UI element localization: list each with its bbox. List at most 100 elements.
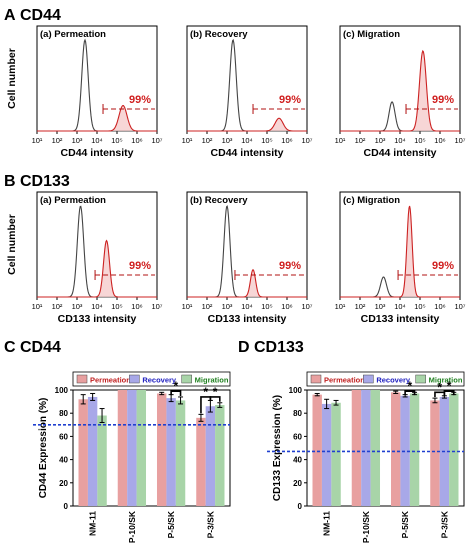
hist-xtick-label-A-c-6: 10⁷ [454,136,465,145]
bar-C-2-1 [166,398,176,506]
section-d-title: CD133 [254,339,304,356]
bar-sig-bracket-D-0 [404,390,416,396]
charts-layer: (a) Permeation 10¹ 10² 10³ 10⁴ 10⁵ 10⁶ 10⁷ CD44 … [6,25,466,543]
bar-sig-label-C-0: * [173,379,178,393]
hist-xtick-label-A-c-0: 10¹ [335,136,346,145]
hist-xtick-label-B-c-2: 10³ [375,302,386,311]
bar-category-label-D-0: NM-11 [322,511,332,536]
bar-ytick-label-D-1: 20 [293,479,302,488]
bar-legend-swatch-D-2 [415,374,426,384]
hist-curve-A-c-1 [340,49,460,132]
bar-category-label-D-1: P-10/SK [361,510,371,543]
hist-frame-B-a [36,191,158,298]
section-b-title: CD133 [20,173,70,190]
hist-fill-A-b-1 [187,118,307,131]
bar-D-2-2 [409,393,420,506]
bar-D-1-0 [351,390,362,506]
hist-gate-label-B-b: 99% [279,260,301,272]
bar-sig-bracket-C-0 [170,390,182,396]
hist-xtick-label-B-b-5: 10⁶ [281,302,292,311]
bar-C-2-0 [156,393,167,506]
hist-xtick-label-A-c-3: 10⁴ [394,136,406,145]
bar-C-0-2 [97,415,107,506]
bar-C-3-2 [215,405,225,506]
bar-C-3-1 [205,406,216,506]
hist-ylabel-A-a: Cell number [6,48,18,109]
bar-category-label-C-2: P-5/SK [166,510,176,538]
bar-ytick-label-C-0: 0 [64,502,69,511]
hist-xlabel-B-b: CD133 intensity [208,313,287,325]
hist-title-B-b: (b) Recovery [190,195,248,206]
section-b-letter: B [4,173,16,190]
hist-fill-A-c-1 [340,51,460,131]
bar-sig-bracket-C-2 [209,396,221,402]
section-c-letter: C [4,339,16,356]
hist-title-B-c: (c) Migration [343,195,400,206]
bar-C-1-0 [117,390,128,506]
hist-xlabel-A-c: CD44 intensity [364,147,437,159]
hist-xlabel-B-c: CD133 intensity [361,313,440,325]
section-a-letter: A [4,7,16,24]
hist-xtick-label-A-c-5: 10⁶ [434,136,445,145]
bar-ytick-label-D-0: 0 [298,502,303,511]
hist-xtick-label-B-a-4: 10⁵ [111,302,122,311]
hist-xlabel-A-a: CD44 intensity [61,147,134,159]
bar-legend-label-D-2: Migration [429,376,463,385]
hist-xtick-label-A-a-2: 10³ [72,136,83,145]
bar-ytick-label-C-3: 60 [59,432,68,441]
bar-D-0-0 [312,394,322,506]
bar-category-label-D-2: P-5/SK [400,510,410,538]
bar-legend-label-D-1: Recovery [376,376,411,385]
bar-ylabel-D: CD133 Expression (%) [272,395,283,501]
hist-curve-B-a-0 [37,205,157,298]
hist-xtick-label-A-c-4: 10⁵ [414,136,425,145]
section-d-letter: D [238,339,250,356]
bar-legend-swatch-C-1 [129,374,140,384]
bar-legend-swatch-C-0 [76,374,88,384]
bar-legend-label-C-2: Migration [195,376,229,385]
hist-gate-label-B-c: 99% [432,260,454,272]
hist-curve-A-a-1 [37,105,157,132]
hist-gate-label-A-c: 99% [432,94,454,106]
bar-C-2-2 [175,400,186,506]
bar-ytick-label-D-5: 100 [289,386,303,395]
bar-category-label-C-1: P-10/SK [127,510,137,543]
bar-category-label-C-0: NM-11 [88,511,98,536]
hist-curve-B-b-0 [187,205,307,298]
bar-C-3-0 [196,417,206,506]
hist-xtick-label-B-b-4: 10⁵ [261,302,272,311]
hist-xtick-label-B-b-3: 10⁴ [241,302,253,311]
hist-xlabel-B-a: CD133 intensity [58,313,137,325]
bar-ytick-label-C-2: 40 [59,456,68,465]
hist-xtick-label-B-a-2: 10³ [72,302,83,311]
bar-plot-frame-D [306,389,465,507]
bar-D-3-2 [449,393,459,506]
hist-xtick-label-B-a-6: 10⁷ [151,302,162,311]
hist-fill-A-a-1 [37,105,157,131]
bar-legend-swatch-C-2 [181,374,192,384]
hist-xtick-label-B-c-5: 10⁶ [434,302,445,311]
hist-xtick-label-A-a-4: 10⁵ [111,136,122,145]
hist-curve-B-c-1 [340,205,460,298]
hist-xtick-label-A-b-6: 10⁷ [301,136,312,145]
hist-xtick-label-A-b-1: 10² [202,136,213,145]
hist-xtick-label-B-b-6: 10⁷ [301,302,312,311]
hist-xtick-label-A-a-0: 10¹ [32,136,43,145]
hist-frame-A-b [186,25,308,132]
hist-xtick-label-A-c-2: 10³ [375,136,386,145]
bar-D-2-0 [390,392,401,506]
section-a-title: CD44 [20,7,61,24]
bar-sig-label-D-2: * [447,379,452,393]
bar-ytick-label-C-4: 80 [59,409,68,418]
hist-xtick-label-B-c-1: 10² [355,302,366,311]
hist-xtick-label-B-b-2: 10³ [222,302,233,311]
hist-gate-label-B-a: 99% [129,260,151,272]
bar-C-0-0 [78,399,88,506]
hist-xtick-label-A-b-3: 10⁴ [241,136,253,145]
hist-xtick-label-B-c-4: 10⁵ [414,302,425,311]
bar-legend-label-D-0: Permeation [324,376,365,385]
hist-xtick-label-B-a-0: 10¹ [32,302,43,311]
bar-legend-swatch-D-1 [363,374,374,384]
hist-ylabel-B-a: Cell number [6,214,18,275]
hist-frame-B-c [339,191,461,298]
